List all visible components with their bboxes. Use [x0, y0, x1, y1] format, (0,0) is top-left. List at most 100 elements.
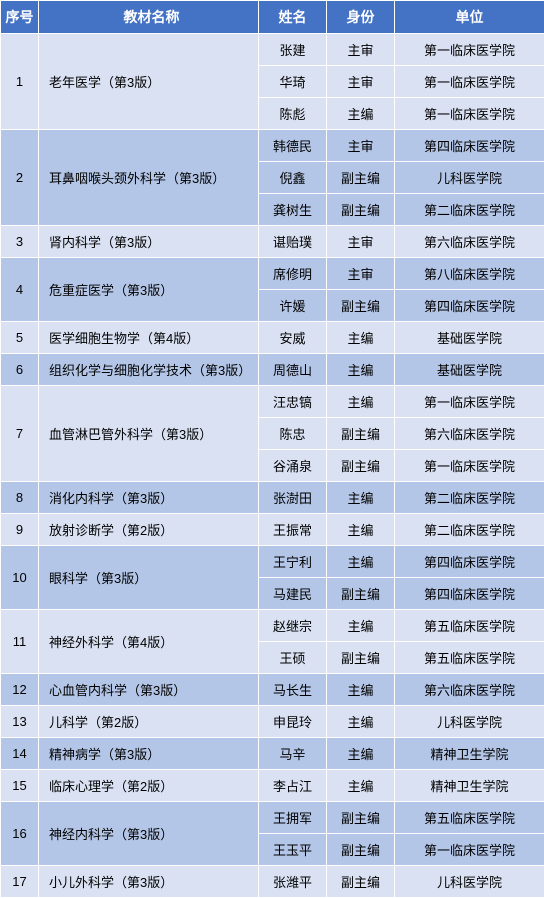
cell-unit: 第一临床医学院	[395, 66, 544, 98]
textbook-table: 序号 教材名称 姓名 身份 单位 1老年医学（第3版）张建主审第一临床医学院华琦…	[0, 0, 544, 898]
cell-book: 消化内科学（第3版）	[39, 482, 259, 514]
table-row: 2耳鼻咽喉头颈外科学（第3版）韩德民主审第四临床医学院	[1, 130, 544, 162]
cell-role: 主编	[327, 610, 395, 642]
cell-name: 龚树生	[259, 194, 327, 226]
cell-unit: 第四临床医学院	[395, 546, 544, 578]
cell-book: 肾内科学（第3版）	[39, 226, 259, 258]
table-row: 13儿科学（第2版）申昆玲主编儿科医学院	[1, 706, 544, 738]
cell-name: 王硕	[259, 642, 327, 674]
cell-role: 副主编	[327, 194, 395, 226]
cell-unit: 第六临床医学院	[395, 226, 544, 258]
cell-book: 医学细胞生物学（第4版）	[39, 322, 259, 354]
cell-role: 主编	[327, 98, 395, 130]
cell-unit: 第四临床医学院	[395, 130, 544, 162]
cell-unit: 第一临床医学院	[395, 834, 544, 866]
cell-seq: 14	[1, 738, 39, 770]
cell-role: 副主编	[327, 834, 395, 866]
cell-seq: 8	[1, 482, 39, 514]
cell-role: 主编	[327, 706, 395, 738]
cell-seq: 10	[1, 546, 39, 610]
cell-name: 韩德民	[259, 130, 327, 162]
cell-unit: 精神卫生学院	[395, 770, 544, 802]
cell-name: 汪忠镐	[259, 386, 327, 418]
cell-name: 王振常	[259, 514, 327, 546]
cell-name: 谷涌泉	[259, 450, 327, 482]
cell-name: 马辛	[259, 738, 327, 770]
header-row: 序号 教材名称 姓名 身份 单位	[1, 1, 544, 34]
cell-seq: 9	[1, 514, 39, 546]
cell-unit: 第一临床医学院	[395, 450, 544, 482]
cell-book: 放射诊断学（第2版）	[39, 514, 259, 546]
cell-unit: 第二临床医学院	[395, 514, 544, 546]
cell-role: 副主编	[327, 450, 395, 482]
cell-unit: 第五临床医学院	[395, 610, 544, 642]
cell-unit: 第一临床医学院	[395, 98, 544, 130]
cell-unit: 第一临床医学院	[395, 34, 544, 66]
cell-role: 副主编	[327, 162, 395, 194]
cell-unit: 第二临床医学院	[395, 194, 544, 226]
cell-role: 主编	[327, 482, 395, 514]
cell-name: 安威	[259, 322, 327, 354]
cell-role: 主审	[327, 258, 395, 290]
cell-name: 谌贻璞	[259, 226, 327, 258]
cell-seq: 1	[1, 34, 39, 130]
cell-name: 华琦	[259, 66, 327, 98]
cell-role: 主编	[327, 514, 395, 546]
cell-role: 主编	[327, 386, 395, 418]
cell-name: 陈彪	[259, 98, 327, 130]
cell-unit: 第一临床医学院	[395, 386, 544, 418]
table-row: 14精神病学（第3版）马辛主编精神卫生学院	[1, 738, 544, 770]
cell-role: 副主编	[327, 802, 395, 834]
cell-unit: 儿科医学院	[395, 706, 544, 738]
cell-unit: 儿科医学院	[395, 162, 544, 194]
cell-name: 马长生	[259, 674, 327, 706]
table-row: 3肾内科学（第3版）谌贻璞主审第六临床医学院	[1, 226, 544, 258]
table-row: 10眼科学（第3版）王宁利主编第四临床医学院	[1, 546, 544, 578]
table-row: 15临床心理学（第2版）李占江主编精神卫生学院	[1, 770, 544, 802]
cell-name: 王拥军	[259, 802, 327, 834]
cell-name: 周德山	[259, 354, 327, 386]
header-name: 姓名	[259, 1, 327, 34]
cell-book: 儿科学（第2版）	[39, 706, 259, 738]
cell-role: 主审	[327, 226, 395, 258]
cell-unit: 精神卫生学院	[395, 738, 544, 770]
cell-name: 张潍平	[259, 866, 327, 898]
cell-name: 赵继宗	[259, 610, 327, 642]
cell-book: 血管淋巴管外科学（第3版）	[39, 386, 259, 482]
cell-role: 主审	[327, 34, 395, 66]
cell-seq: 17	[1, 866, 39, 898]
cell-role: 副主编	[327, 290, 395, 322]
cell-book: 危重症医学（第3版）	[39, 258, 259, 322]
cell-name: 王玉平	[259, 834, 327, 866]
table-row: 11神经外科学（第4版）赵继宗主编第五临床医学院	[1, 610, 544, 642]
cell-role: 副主编	[327, 578, 395, 610]
cell-role: 主审	[327, 130, 395, 162]
cell-role: 副主编	[327, 642, 395, 674]
cell-seq: 11	[1, 610, 39, 674]
cell-role: 主编	[327, 738, 395, 770]
cell-seq: 4	[1, 258, 39, 322]
cell-name: 张澍田	[259, 482, 327, 514]
cell-seq: 13	[1, 706, 39, 738]
cell-book: 临床心理学（第2版）	[39, 770, 259, 802]
cell-seq: 15	[1, 770, 39, 802]
cell-seq: 5	[1, 322, 39, 354]
table-row: 7血管淋巴管外科学（第3版）汪忠镐主编第一临床医学院	[1, 386, 544, 418]
cell-role: 主编	[327, 322, 395, 354]
cell-name: 王宁利	[259, 546, 327, 578]
table-row: 16神经内科学（第3版）王拥军副主编第五临床医学院	[1, 802, 544, 834]
header-role: 身份	[327, 1, 395, 34]
cell-role: 副主编	[327, 418, 395, 450]
cell-unit: 第五临床医学院	[395, 642, 544, 674]
header-seq: 序号	[1, 1, 39, 34]
cell-seq: 7	[1, 386, 39, 482]
cell-book: 眼科学（第3版）	[39, 546, 259, 610]
cell-seq: 6	[1, 354, 39, 386]
cell-seq: 2	[1, 130, 39, 226]
cell-book: 神经内科学（第3版）	[39, 802, 259, 866]
cell-book: 神经外科学（第4版）	[39, 610, 259, 674]
cell-role: 主编	[327, 546, 395, 578]
cell-name: 申昆玲	[259, 706, 327, 738]
cell-role: 副主编	[327, 866, 395, 898]
cell-role: 主编	[327, 770, 395, 802]
